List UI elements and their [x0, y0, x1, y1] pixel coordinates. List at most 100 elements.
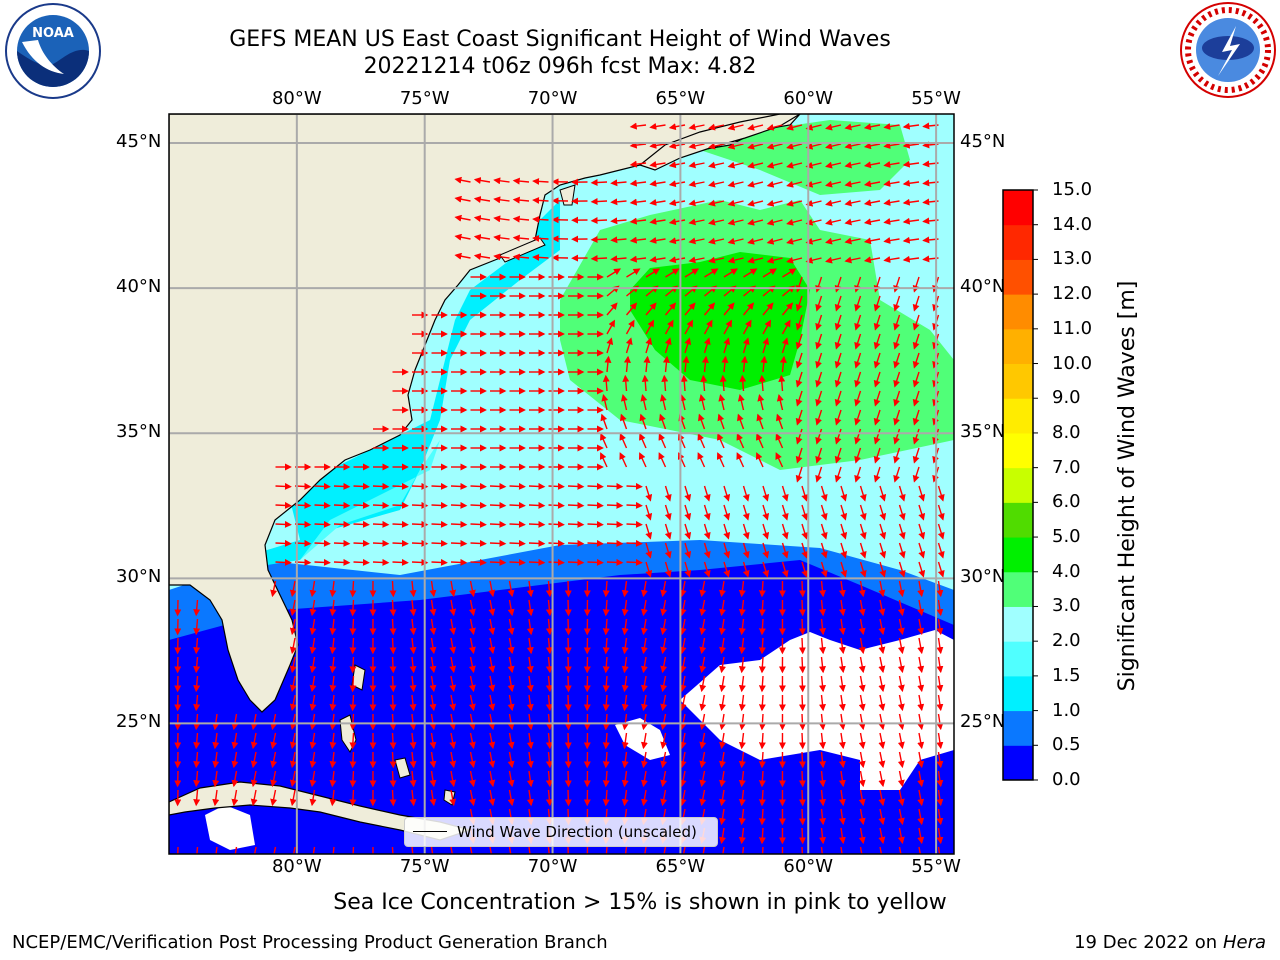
- wave-arrow: [805, 218, 822, 226]
- wave-arrow: [528, 520, 546, 528]
- wave-arrow: [727, 237, 744, 245]
- wave-arrow: [688, 218, 705, 226]
- wave-arrow: [193, 732, 201, 750]
- wave-arrow: [409, 675, 417, 693]
- wave-arrow: [329, 770, 337, 788]
- wave-arrow: [507, 713, 515, 731]
- wave-arrow: [309, 580, 317, 598]
- wave-arrow: [372, 482, 390, 490]
- wave-arrow: [893, 352, 901, 369]
- wave-arrow: [854, 371, 862, 388]
- wave-arrow: [878, 694, 886, 712]
- wave-arrow: [844, 142, 861, 150]
- wave-arrow: [660, 751, 668, 769]
- wave-arrow: [602, 751, 610, 769]
- wave-arrow: [664, 302, 677, 316]
- wave-arrow: [815, 371, 823, 388]
- wave-arrow: [844, 256, 861, 264]
- wave-arrow: [703, 337, 711, 354]
- wave-arrow: [250, 751, 258, 769]
- wave-arrow: [863, 256, 881, 264]
- wave-arrow: [798, 770, 806, 788]
- wave-arrow: [353, 482, 370, 490]
- wave-arrow: [699, 713, 707, 731]
- wave-arrow: [309, 751, 317, 769]
- wave-arrow: [897, 580, 905, 598]
- wave-arrow: [893, 447, 901, 464]
- wave-arrow: [838, 580, 846, 598]
- wave-arrow: [858, 656, 866, 674]
- wave-arrow: [834, 314, 842, 331]
- wave-arrow: [626, 539, 643, 547]
- wave-arrow: [564, 732, 572, 750]
- wave-arrow: [902, 198, 920, 206]
- wave-arrow: [902, 160, 920, 168]
- wave-arrow: [738, 751, 746, 769]
- wave-arrow: [897, 637, 905, 655]
- wave-arrow: [805, 199, 822, 207]
- wave-arrow: [688, 161, 705, 169]
- wave-arrow: [898, 542, 906, 559]
- wave-arrow: [742, 504, 750, 521]
- wave-arrow: [795, 466, 803, 483]
- colorbar-tick-label: 0.5: [1052, 734, 1081, 756]
- wave-arrow: [507, 770, 515, 788]
- colorbar-segment: [1003, 224, 1033, 260]
- wave-arrow: [488, 675, 496, 693]
- wave-arrow: [526, 637, 534, 655]
- wave-arrow: [815, 447, 823, 464]
- wave-arrow: [838, 751, 846, 769]
- colorbar-tick-label: 6.0: [1052, 491, 1081, 513]
- wave-arrow: [454, 214, 471, 222]
- wave-arrow: [912, 352, 920, 369]
- wave-arrow: [820, 846, 823, 854]
- wave-arrow: [727, 161, 744, 169]
- wave-arrow: [786, 142, 803, 150]
- wave-arrow: [640, 599, 648, 617]
- wave-arrow: [795, 295, 803, 312]
- wave-arrow: [781, 302, 794, 316]
- wave-arrow: [392, 520, 409, 528]
- wave-arrow: [469, 846, 473, 854]
- wave-arrow: [742, 542, 750, 559]
- wave-arrow: [624, 846, 628, 854]
- wave-arrow: [493, 177, 510, 185]
- wave-arrow: [893, 333, 901, 350]
- wave-arrow: [640, 637, 648, 655]
- wave-arrow: [878, 675, 886, 693]
- wave-arrow: [411, 846, 414, 854]
- wave-arrow: [819, 751, 826, 769]
- wave-arrow: [275, 539, 292, 547]
- wave-arrow: [431, 539, 448, 547]
- wave-arrow: [834, 295, 842, 312]
- wave-arrow: [468, 789, 476, 807]
- wave-arrow: [766, 161, 783, 169]
- wave-arrow: [801, 542, 809, 559]
- wave-arrow: [844, 161, 861, 169]
- wave-arrow: [840, 542, 848, 559]
- wave-arrow: [917, 713, 925, 731]
- wave-arrow: [699, 694, 707, 712]
- wave-arrow: [231, 789, 239, 807]
- wave-arrow: [507, 618, 515, 636]
- wave-arrow: [449, 656, 457, 674]
- wave-arrow: [679, 599, 687, 617]
- wave-arrow: [766, 237, 783, 245]
- wave-arrow: [878, 789, 886, 807]
- wave-arrow: [838, 656, 846, 674]
- wave-arrow: [629, 141, 647, 149]
- colorbar-segment: [1003, 467, 1033, 503]
- wave-arrow: [662, 355, 670, 373]
- colorbar: [1002, 189, 1038, 781]
- wave-arrow: [912, 447, 920, 464]
- wave-arrow: [526, 656, 534, 674]
- wave-arrow: [738, 618, 746, 636]
- wave-arrow: [879, 846, 883, 854]
- wave-arrow: [902, 141, 920, 149]
- wave-arrow: [429, 675, 437, 693]
- wave-arrow: [825, 218, 842, 226]
- wave-arrow: [740, 355, 748, 373]
- wave-arrow: [858, 789, 866, 807]
- wave-arrow: [758, 637, 766, 655]
- wave-arrow: [801, 485, 809, 502]
